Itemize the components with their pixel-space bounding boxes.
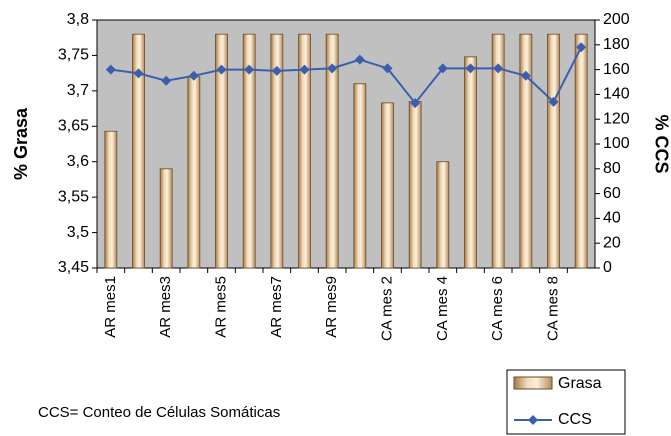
x-tick-label: CA mes 6 <box>489 276 506 341</box>
legend-swatch <box>513 376 553 390</box>
line-marker <box>465 63 476 74</box>
x-tick-label: AR mes9 <box>323 276 340 338</box>
bar <box>132 33 145 269</box>
y2-tick-label: 0 <box>603 259 612 276</box>
bar <box>298 33 311 269</box>
line-marker <box>520 70 531 81</box>
plot-area <box>96 19 596 269</box>
bar <box>242 33 256 269</box>
series-line <box>110 46 583 105</box>
y-tick-label: 3,45 <box>58 259 89 276</box>
bar <box>104 130 118 269</box>
bar <box>270 33 284 269</box>
y2-tick-label: 180 <box>603 36 630 53</box>
y2-tick-label: 20 <box>603 234 621 251</box>
y2-tick-label: 160 <box>603 61 630 78</box>
line-marker <box>105 64 116 75</box>
x-tick-label: AR mes7 <box>268 276 285 338</box>
y2-tick-label: 100 <box>603 135 630 152</box>
line-marker <box>133 68 144 79</box>
bar <box>464 56 477 269</box>
line-marker <box>354 54 365 65</box>
line-marker <box>216 64 227 75</box>
line-marker <box>576 42 587 53</box>
x-tick-label: AR mes3 <box>157 276 174 338</box>
bar <box>547 33 560 269</box>
annotation: CCS= Conteo de Células Somáticas <box>38 404 280 421</box>
bar <box>187 76 201 269</box>
bar <box>408 101 422 269</box>
line-marker <box>437 63 448 74</box>
bar <box>519 33 533 269</box>
x-tick-label: CA mes 4 <box>434 276 451 341</box>
x-tick-label: CA mes 2 <box>378 276 395 341</box>
x-tick-label: CA mes 8 <box>544 276 561 341</box>
y-tick-label: 3,75 <box>58 47 89 64</box>
legend-marker <box>528 415 538 425</box>
y-tick-label: 3,6 <box>67 153 89 170</box>
y-tick-label: 3,8 <box>67 11 89 28</box>
bar <box>215 33 228 269</box>
line-marker <box>548 96 559 107</box>
line-marker <box>244 64 255 75</box>
bar <box>436 161 450 269</box>
bar <box>491 33 505 269</box>
bar <box>353 83 367 269</box>
legend-label: Grasa <box>558 375 602 392</box>
y-axis-title: % Grasa <box>11 107 31 180</box>
y-tick-label: 3,55 <box>58 188 89 205</box>
line-marker <box>188 70 199 81</box>
y2-tick-label: 40 <box>603 210 621 227</box>
x-tick-label: AR mes5 <box>212 276 229 338</box>
y-tick-label: 3,7 <box>67 82 89 99</box>
line-marker <box>271 65 282 76</box>
y2-tick-label: 60 <box>603 185 621 202</box>
bar <box>574 33 588 269</box>
y2-tick-label: 80 <box>603 160 621 177</box>
line-marker <box>327 63 338 74</box>
line-marker <box>299 64 310 75</box>
line-marker <box>410 98 421 109</box>
line-marker <box>382 63 393 74</box>
x-tick-label: AR mes1 <box>102 276 119 338</box>
y2-axis-title: % CCS <box>651 114 671 173</box>
y2-tick-label: 140 <box>603 86 630 103</box>
bar <box>325 33 339 269</box>
y2-tick-label: 200 <box>603 11 630 28</box>
legend-label: CCS <box>558 411 592 428</box>
y-tick-label: 3,65 <box>58 118 89 135</box>
y-tick-label: 3,5 <box>67 224 89 241</box>
line-marker <box>493 63 504 74</box>
line-marker <box>161 75 172 86</box>
bar <box>159 168 173 269</box>
bar <box>381 102 394 269</box>
y2-tick-label: 120 <box>603 110 630 127</box>
